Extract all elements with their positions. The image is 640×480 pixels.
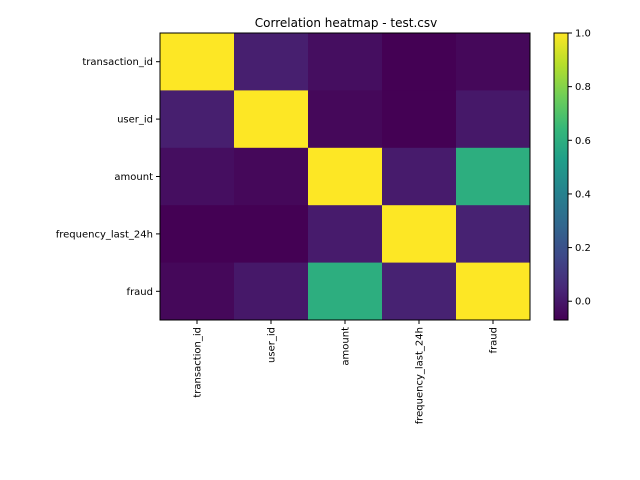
x-tick-label: user_id [267, 327, 278, 363]
heatmap-cell [234, 90, 309, 149]
heatmap-cell [160, 33, 235, 91]
heatmap-cell [382, 147, 457, 206]
heatmap-cell [234, 33, 309, 91]
heatmap-cell [308, 33, 383, 91]
heatmap-cell [382, 90, 457, 149]
chart-title: Correlation heatmap - test.csv [255, 16, 437, 30]
heatmap-cell [160, 205, 235, 264]
heatmap-cell [456, 147, 531, 206]
x-tick-label: frequency_last_24h [415, 327, 426, 424]
heatmap-cell [456, 262, 531, 321]
heatmap-cell [160, 147, 235, 206]
heatmap-cell [308, 90, 383, 149]
x-axis: transaction_id user_id amount frequency_las… [193, 320, 500, 424]
x-tick-label: transaction_id [193, 327, 204, 398]
y-tick-label: amount [114, 172, 153, 183]
colorbar-frame [553, 32, 569, 321]
heatmap-cells [160, 33, 531, 321]
y-tick-label: user_id [117, 115, 153, 126]
colorbar-tick-label: 0.6 [575, 136, 591, 147]
heatmap-cell [234, 205, 309, 264]
colorbar-tick-label: 0.4 [575, 189, 591, 200]
y-tick-label: transaction_id [82, 57, 153, 68]
y-tick-label: fraud [127, 287, 153, 298]
heatmap-cell [308, 147, 383, 206]
heatmap-cell [382, 205, 457, 264]
heatmap-cell [160, 90, 235, 149]
colorbar-tick-label: 0.8 [575, 82, 591, 93]
heatmap-cell [382, 33, 457, 91]
heatmap-cell [456, 33, 531, 91]
x-tick-label: amount [341, 327, 352, 366]
heatmap-cell [308, 262, 383, 321]
y-tick-label: frequency_last_24h [56, 229, 153, 240]
heatmap-cell [382, 262, 457, 321]
heatmap-cell [234, 147, 309, 206]
colorbar-tick-label: 1.0 [575, 29, 591, 40]
colorbar-axis: 0.0 0.2 0.4 0.6 0.8 1.0 [568, 29, 591, 308]
colorbar [554, 33, 568, 320]
colorbar-tick-label: 0.2 [575, 243, 591, 254]
heatmap-cell [234, 262, 309, 321]
heatmap-cell [160, 262, 235, 321]
heatmap-cell [456, 205, 531, 264]
heatmap-cell [456, 90, 531, 149]
heatmap-cell [308, 205, 383, 264]
x-tick-label: fraud [489, 327, 500, 353]
colorbar-tick-label: 0.0 [575, 297, 591, 308]
